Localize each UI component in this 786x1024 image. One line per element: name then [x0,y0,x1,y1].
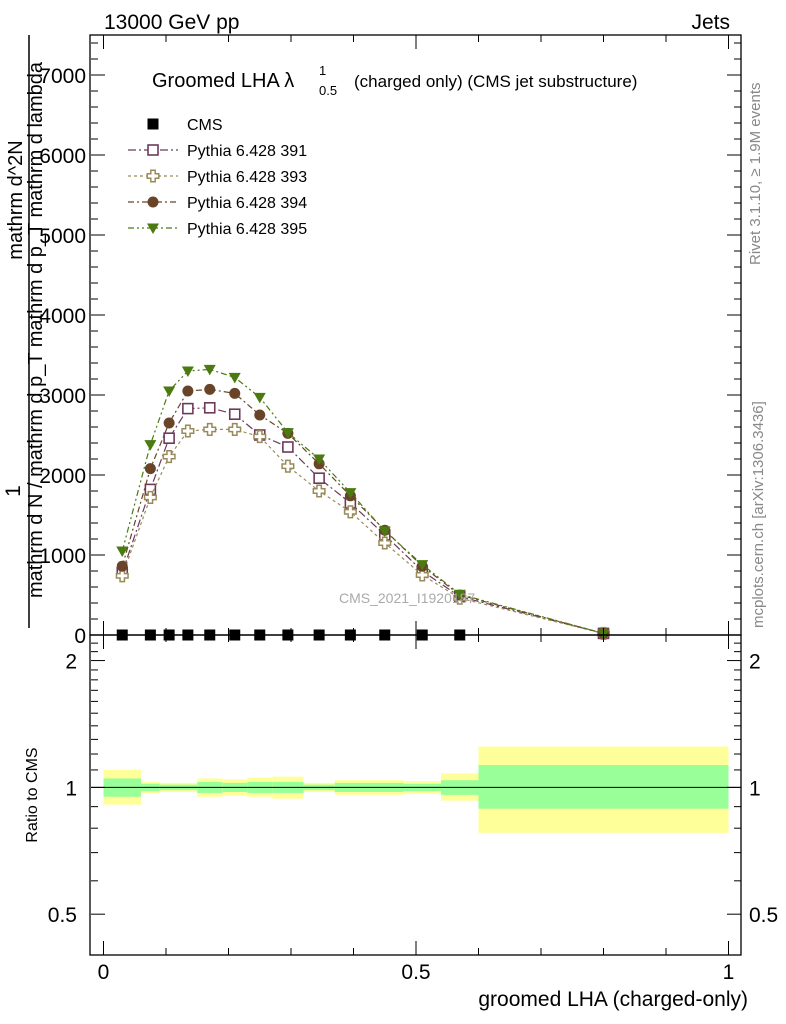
data-point-4-9 [344,488,357,499]
legend-item-1: Pythia 6.428 391 [128,143,307,160]
ylabel-top: mathrm d^2N [5,140,27,259]
legend-label: Pythia 6.428 395 [187,221,307,238]
series-4 [116,364,610,640]
data-point-2-9 [343,505,357,519]
ratio-ytick-label-right: 2 [749,651,761,674]
main-ytick-label: 1000 [39,545,86,568]
main-ytick-label: 7000 [39,65,86,88]
data-point-2-7 [281,459,295,473]
legend: CMS Pythia 6.428 391 Pythia 6.428 393 Pythi… [128,117,307,238]
ylabel-denominator: mathrm d N / mathrm d p_T mathrm d p_T m… [25,61,47,598]
data-point-2-11 [415,568,429,582]
title-main: Groomed LHA λ [152,70,294,92]
main-axis-ticks: 0 1000 2000 3000 4000 5000 6000 7000 [39,35,741,648]
chart-title: Groomed LHA λ [152,70,294,92]
legend-marker [147,118,159,130]
data-point-1-7 [282,441,294,453]
main-ylabel: 1 mathrm d N / mathrm d p_T mathrm d p_T… [2,35,47,628]
ratio-axis-ticks: 0.5 0.5 1 1 2 2 0 0.5 1 [48,635,778,984]
ratio-panel: 0.5 0.5 1 1 2 2 0 0.5 1 Ratio to CMS groomed LHA… [24,634,778,1011]
legend-marker [147,196,159,208]
data-point-4-5 [228,372,241,384]
data-point-4-6 [253,392,266,404]
legend-label: Pythia 6.428 393 [187,169,307,186]
xlabel: groomed LHA (charged-only) [478,988,748,1011]
legend-item-2: Pythia 6.428 393 [128,169,307,186]
data-point-3-2 [163,417,175,429]
ratio-xtick-label: 1 [723,961,735,984]
data-point-2-1 [143,490,157,504]
main-series-group [115,364,611,641]
title-superscript: 1 [319,63,326,78]
data-point-2-10 [378,536,392,550]
data-point-4-4 [203,364,216,376]
legend-marker [146,169,160,183]
data-point-4-11 [416,560,429,571]
legend-label: Pythia 6.428 391 [187,143,307,160]
data-point-4-0 [116,546,129,557]
data-point-4-2 [163,386,176,397]
main-ytick-label: 0 [74,625,86,648]
legend-label: Pythia 6.428 394 [187,195,307,212]
ratio-ytick-label: 2 [65,651,77,674]
data-point-4-10 [378,526,391,537]
watermark-label: CMS_2021_I1920187 [339,590,475,606]
data-point-3-4 [204,383,216,395]
data-point-4-12 [453,589,466,601]
series-2 [115,422,611,640]
series-line-2 [121,428,604,634]
title-subscript: 0.5 [319,83,337,98]
ylabel-numerator: 1 [2,485,25,497]
ratio-ytick-label: 1 [65,777,77,800]
data-point-3-5 [229,387,241,399]
data-point-2-3 [181,424,195,438]
data-point-4-1 [144,440,157,451]
legend-item-0: CMS [147,117,223,134]
ratio-inner-band-13 [478,765,729,809]
data-point-2-5 [228,422,242,436]
legend-item-3: Pythia 6.428 394 [128,195,307,212]
data-point-3-6 [254,409,266,421]
data-point-2-2 [162,450,176,464]
ratio-xtick-label: 0.5 [401,961,430,984]
mcplots-credit: mcplots.cern.ch [arXiv:1306.3436] [750,401,767,628]
main-ytick-label: 3000 [39,385,86,408]
data-point-1-8 [313,472,325,485]
data-point-2-6 [253,430,267,444]
legend-marker [147,223,159,234]
main-ytick-label: 2000 [39,465,86,488]
main-ytick-label: 6000 [39,145,86,168]
data-point-1-2 [163,432,175,445]
ratio-ylabel: Ratio to CMS [24,747,41,842]
ratio-ytick-label-right: 1 [749,777,761,800]
data-point-3-1 [144,463,156,475]
title-rest: (charged only) (CMS jet substructure) [354,72,637,91]
data-point-1-3 [182,402,194,415]
ratio-ytick-label-right: 0.5 [749,904,778,927]
legend-label: CMS [187,117,223,134]
ratio-ytick-label: 0.5 [48,904,77,927]
rivet-credit: Rivet 3.1.10, ≥ 1.9M events [747,83,764,266]
data-point-2-8 [312,484,326,498]
ratio-xtick-label: 0 [98,961,110,984]
ratio-bands-group [103,746,729,833]
data-point-3-0 [116,560,128,572]
series-line-3 [121,388,604,634]
legend-item-4: Pythia 6.428 395 [128,221,307,238]
data-point-1-4 [203,401,216,414]
data-point-4-8 [313,454,326,465]
main-ytick-label: 5000 [39,225,86,248]
data-point-1-5 [228,408,241,421]
data-point-4-7 [281,428,294,439]
main-panel: 0 1000 2000 3000 4000 5000 6000 7000 Groomed LH… [2,34,742,648]
data-point-3-3 [182,385,194,397]
main-ytick-label: 4000 [39,305,86,328]
legend-marker [147,144,159,156]
header-right-label: Jets [691,11,730,34]
data-point-2-0 [115,569,129,583]
data-point-2-4 [203,422,217,436]
data-point-4-3 [181,366,194,377]
header-left-label: 13000 GeV pp [104,11,239,34]
